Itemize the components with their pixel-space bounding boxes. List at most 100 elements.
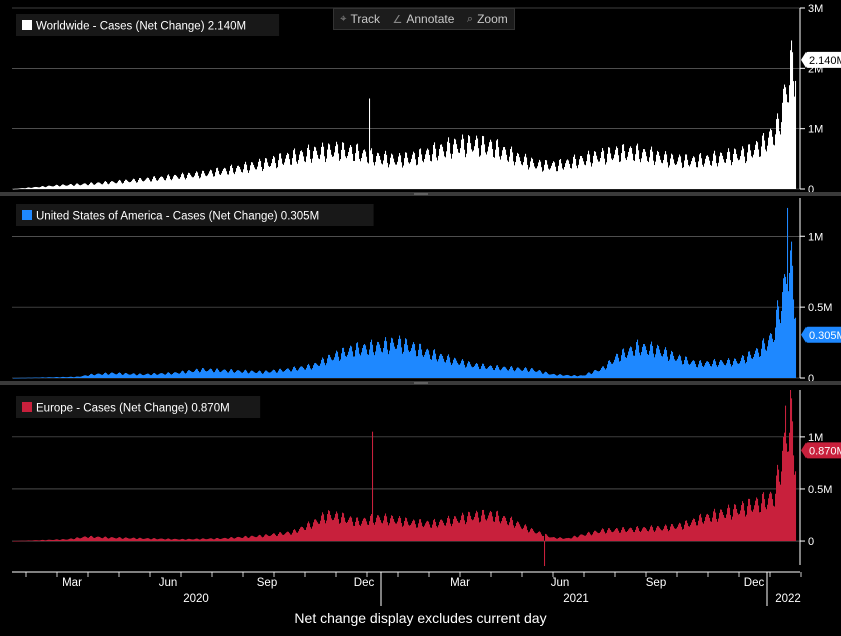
bar <box>613 158 615 189</box>
bar <box>545 371 547 378</box>
bar <box>762 340 764 378</box>
bar <box>345 156 347 189</box>
bar <box>88 185 90 189</box>
zoom-button[interactable]: ⌕ Zoom <box>467 12 508 26</box>
bar <box>200 371 202 378</box>
bar <box>171 180 173 189</box>
bar <box>259 158 261 189</box>
bar <box>507 524 509 542</box>
bar <box>607 530 609 542</box>
bar <box>441 519 443 542</box>
bar <box>462 512 464 542</box>
bar <box>374 355 376 378</box>
bar <box>382 523 384 542</box>
bar <box>586 534 588 542</box>
bar <box>88 537 90 542</box>
bar <box>411 523 413 542</box>
bar <box>125 372 127 378</box>
bar <box>305 529 307 542</box>
bar <box>291 534 293 542</box>
bar <box>168 538 170 542</box>
bar <box>48 539 50 542</box>
bar <box>695 162 697 189</box>
bar <box>577 376 579 378</box>
bar <box>370 515 372 542</box>
bar <box>504 366 506 378</box>
bar <box>735 358 737 378</box>
bar <box>387 162 389 189</box>
bar <box>552 374 554 378</box>
bar <box>63 539 65 542</box>
bar <box>379 156 381 189</box>
bar <box>221 173 223 189</box>
bar <box>580 534 582 542</box>
bar <box>150 539 152 542</box>
bar <box>56 539 58 542</box>
bar <box>189 538 191 542</box>
bar <box>155 538 157 542</box>
bar <box>430 160 432 189</box>
bar <box>322 512 324 542</box>
bar <box>549 169 551 189</box>
bar <box>386 341 388 378</box>
last-value-usa: 0.305M <box>801 326 841 343</box>
bar <box>793 455 795 542</box>
bar <box>582 158 584 189</box>
bar <box>553 161 555 189</box>
bar <box>185 539 187 542</box>
bar <box>456 144 458 189</box>
bar <box>531 528 533 542</box>
bar <box>566 374 568 378</box>
bar <box>425 523 427 542</box>
bar <box>555 537 557 542</box>
bar <box>784 274 786 378</box>
bar <box>585 165 587 189</box>
bar <box>185 373 187 378</box>
bar <box>726 363 728 378</box>
bar <box>543 535 545 542</box>
bar <box>102 374 104 378</box>
bar <box>708 156 710 189</box>
bar <box>611 158 613 189</box>
bar <box>495 517 497 542</box>
bar <box>544 372 546 378</box>
bar <box>162 373 164 378</box>
bar <box>449 357 451 378</box>
bar <box>240 371 242 378</box>
bar <box>451 365 453 378</box>
bar <box>13 541 15 542</box>
bar <box>598 161 600 189</box>
bar <box>443 358 445 378</box>
bar <box>86 537 88 542</box>
bar <box>691 362 693 378</box>
bar <box>710 365 712 378</box>
bar <box>491 512 493 542</box>
bar <box>368 354 370 378</box>
bar <box>53 539 55 542</box>
bar <box>439 521 441 542</box>
bar <box>139 373 141 378</box>
bar <box>782 292 784 378</box>
track-button[interactable]: ⌖ Track <box>340 12 380 26</box>
bar <box>420 148 422 189</box>
bar <box>703 366 705 378</box>
bar <box>696 525 698 542</box>
bar <box>339 523 341 542</box>
bar <box>82 184 84 189</box>
bar <box>453 144 455 189</box>
bar <box>282 534 284 542</box>
bar <box>18 188 20 190</box>
bar <box>178 178 180 189</box>
bar <box>175 372 177 378</box>
bar <box>528 169 530 189</box>
annotate-button[interactable]: ∠ Annotate <box>392 12 454 26</box>
bar <box>192 539 194 542</box>
bar <box>547 164 549 189</box>
bar <box>198 371 200 378</box>
bar <box>795 317 797 378</box>
bar <box>502 150 504 189</box>
bar <box>325 365 327 378</box>
bar <box>605 533 607 542</box>
bar <box>583 535 585 542</box>
bar <box>376 156 378 189</box>
